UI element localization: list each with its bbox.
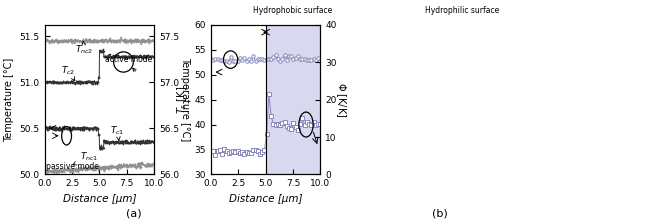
Text: (b): (b) <box>432 209 448 219</box>
Y-axis label: Temperature [°C]: Temperature [°C] <box>4 57 14 142</box>
Text: active mode: active mode <box>105 55 152 64</box>
Text: (a): (a) <box>125 209 141 219</box>
Text: passive mode: passive mode <box>46 162 99 171</box>
Y-axis label: $T_s$ [K]: $T_s$ [K] <box>175 85 189 114</box>
X-axis label: Distance [μm]: Distance [μm] <box>63 194 136 204</box>
Text: $T_{nc2}$: $T_{nc2}$ <box>75 41 93 56</box>
Y-axis label: Temperature [°C]: Temperature [°C] <box>180 57 190 142</box>
Text: $T_{nc1}$: $T_{nc1}$ <box>73 151 98 165</box>
Text: $T_{c2}$: $T_{c2}$ <box>61 64 75 81</box>
Bar <box>265 25 325 175</box>
X-axis label: Distance [μm]: Distance [μm] <box>229 194 302 204</box>
Text: Hydrophobic surface: Hydrophobic surface <box>253 6 333 15</box>
Text: Hydrophilic surface: Hydrophilic surface <box>426 6 500 15</box>
Y-axis label: $\Phi$ [K/K]: $\Phi$ [K/K] <box>334 82 348 117</box>
Text: $T_{c1}$: $T_{c1}$ <box>110 125 125 141</box>
